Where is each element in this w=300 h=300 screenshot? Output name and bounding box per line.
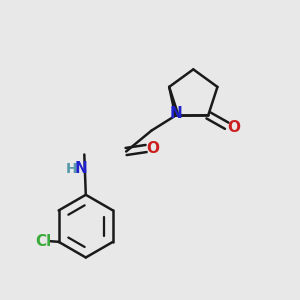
Text: Cl: Cl — [35, 234, 51, 249]
Text: H: H — [66, 162, 77, 176]
Text: N: N — [170, 106, 183, 121]
Text: O: O — [227, 120, 240, 135]
Text: O: O — [146, 141, 159, 156]
Text: N: N — [75, 161, 87, 176]
